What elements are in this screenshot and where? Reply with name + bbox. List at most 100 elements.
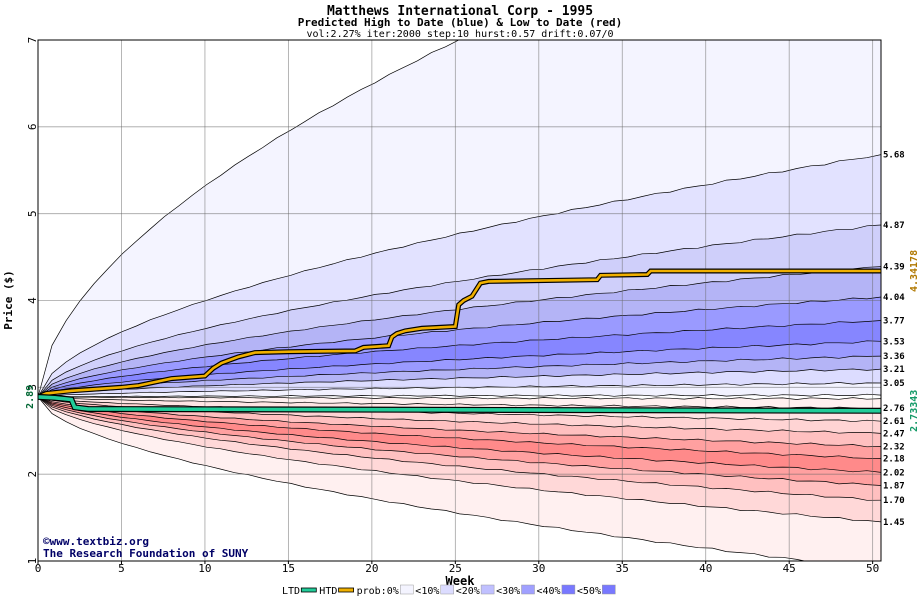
plot-frame: [37, 39, 882, 562]
grid-lines: [38, 40, 881, 561]
legend-label: <50%: [577, 586, 601, 597]
y-tick-label: 7: [26, 37, 39, 44]
high-band: [38, 340, 881, 397]
high-band-label: 3.05: [883, 379, 905, 389]
x-tick-label: 20: [365, 562, 378, 575]
start-price-label: 2.89: [25, 385, 36, 409]
low-band: [38, 396, 881, 409]
y-tick-labels: 1 2 3 4 5 6 7: [26, 37, 39, 565]
legend-label: HTD: [319, 586, 337, 597]
legend: LTD HTD prob:0% <10% <20% <30% <40% <50%: [282, 584, 616, 597]
high-band: [38, 369, 881, 397]
low-band-label: 2.61: [883, 417, 905, 427]
low-contour: [38, 396, 881, 423]
legend-label: prob:0%: [357, 586, 399, 597]
x-axis-label: Week: [446, 574, 476, 588]
legend-swatch: [480, 584, 495, 595]
x-tick-label: 30: [532, 562, 545, 575]
low-band: [38, 396, 881, 447]
low-band: [38, 396, 881, 561]
x-tick-label: 40: [699, 562, 712, 575]
low-contour: [38, 396, 881, 448]
credit-line-2: The Research Foundation of SUNY: [43, 547, 249, 560]
htd-line: [38, 269, 881, 399]
credit-line-1: ©www.textbiz.org: [43, 535, 149, 548]
low-contour: [38, 396, 881, 400]
high-band-label: 3.21: [883, 365, 905, 375]
high-band-label: 4.87: [883, 221, 905, 231]
chart-subtitle: Predicted High to Date (blue) & Low to D…: [298, 16, 623, 29]
high-band: [38, 266, 881, 397]
low-band: [38, 396, 881, 522]
low-band: [38, 396, 881, 434]
legend-swatch: [521, 584, 535, 595]
low-band: [38, 396, 881, 473]
low-band: [38, 396, 881, 459]
low-contour: [38, 396, 881, 459]
high-band-label: 4.04: [883, 293, 905, 303]
low-band: [38, 396, 881, 486]
high-band-label: 4.39: [883, 263, 905, 273]
high-band-label: 3.36: [883, 352, 905, 362]
x-tick-label: 50: [866, 562, 879, 575]
low-band-label: 2.76: [883, 404, 905, 414]
x-tick-label: 45: [783, 562, 796, 575]
legend-label: <30%: [496, 586, 520, 597]
legend-swatch: [440, 584, 454, 595]
legend-label: <40%: [537, 586, 561, 597]
low-contour: [38, 396, 881, 501]
low-band-label: 2.18: [883, 455, 905, 465]
htd-final-label: 4.34178: [909, 250, 920, 292]
high-contour: [38, 154, 881, 398]
x-tick-label: 15: [282, 562, 295, 575]
y-tick-label: 6: [26, 124, 39, 131]
legend-swatch: [300, 587, 317, 593]
high-contour: [38, 224, 881, 398]
ltd-final-label: 2.73343: [909, 390, 920, 432]
low-contour: [38, 396, 881, 473]
ltd-line: [38, 395, 881, 413]
x-tick-label: 5: [118, 562, 125, 575]
x-tick-labels: 0 5 10 15 20 25 30 35 40 45 50: [35, 561, 879, 575]
low-contour: [38, 396, 881, 523]
high-band: [38, 154, 881, 397]
low-band-label: 1.45: [883, 518, 905, 528]
high-contour: [38, 320, 881, 398]
low-band-label: 2.02: [883, 468, 905, 478]
high-band: [38, 40, 881, 397]
low-band-label: 2.32: [883, 442, 905, 452]
x-tick-label: 0: [35, 562, 42, 575]
high-band-label: 5.68: [883, 151, 905, 161]
high-contour: [38, 296, 881, 398]
y-tick-label: 2: [26, 471, 39, 478]
legend-swatch: [400, 584, 414, 595]
high-band: [38, 382, 881, 397]
low-band-label: 2.47: [883, 429, 905, 439]
legend-label: <10%: [415, 586, 439, 597]
legend-swatch: [602, 584, 616, 595]
low-contour: [38, 396, 807, 561]
y-tick-label: 5: [26, 210, 39, 217]
legend-swatch: [561, 584, 576, 595]
low-band-label: 1.87: [883, 481, 905, 491]
high-contour: [38, 355, 881, 398]
y-axis-label: Price ($): [2, 270, 15, 330]
high-contour: [38, 40, 460, 397]
high-band-label: 3.77: [883, 316, 905, 326]
y-tick-label: 4: [26, 297, 39, 304]
low-band-label: 1.70: [883, 496, 905, 506]
chart-params: vol:2.27% iter:2000 step:10 hurst:0.57 d…: [306, 29, 613, 40]
y-tick-label: 1: [26, 558, 39, 565]
x-tick-label: 35: [616, 562, 629, 575]
y-tick-label: 3: [26, 384, 39, 391]
low-contour: [38, 396, 881, 486]
chart-title: Matthews International Corp - 1995: [327, 4, 593, 19]
high-contour: [38, 393, 881, 398]
legend-label: LTD: [282, 586, 300, 597]
high-band: [38, 297, 881, 397]
price-paths: [38, 268, 881, 414]
legend-swatch: [338, 587, 355, 593]
x-tick-label: 10: [198, 562, 211, 575]
probability-bands: [38, 40, 881, 561]
